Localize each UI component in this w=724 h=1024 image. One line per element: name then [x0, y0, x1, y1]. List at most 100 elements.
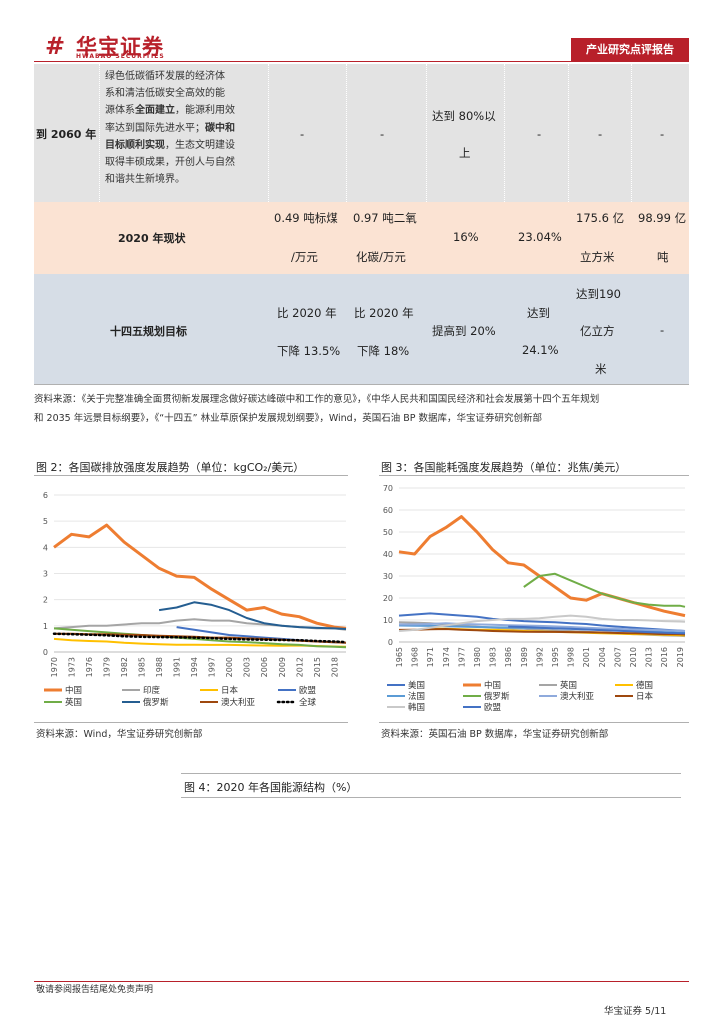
series-line-英国 [53, 627, 347, 649]
series-line-俄罗斯 [158, 601, 347, 630]
y-tick-label: 5 [43, 517, 48, 526]
logo-mark-icon: # [45, 32, 66, 60]
series-line-中国 [398, 515, 686, 618]
x-tick-label: 1974 [442, 647, 451, 667]
x-tick-label: 2003 [243, 657, 252, 677]
x-tick-label: 2001 [582, 647, 591, 667]
cell-14-c5c: 米 [595, 362, 607, 376]
legend-label: 澳大利亚 [221, 697, 256, 708]
series-line-中国 [53, 523, 347, 630]
series-line-日本 [398, 628, 686, 636]
cell-2020-c2b: 化碳/万元 [356, 250, 406, 264]
cell-14-c1a: 比 2020 年 [277, 306, 337, 320]
x-tick-label: 1998 [567, 647, 576, 667]
fig3-chart: 0 10 20 30 40 50 60 70 1965 1968 1971 1974 1977 1980 1… [383, 484, 686, 713]
row-label-2020: 2020 年现状 [118, 232, 186, 245]
cell-2020-c3: 16% [453, 230, 479, 244]
legend-label: 德国 [636, 680, 653, 691]
fig3-source: 资料来源：英国石油 BP 数据库，华宝证券研究创新部 [381, 729, 609, 740]
cell-2020-c5b: 立方米 [580, 250, 615, 264]
x-tick-label: 1976 [85, 657, 94, 677]
x-tick-label: 2012 [295, 657, 304, 677]
cell-14-c1b: 下降 13.5% [277, 344, 341, 358]
legend-label: 韩国 [408, 702, 425, 713]
legend-label: 英国 [65, 697, 82, 708]
x-tick-label: 1997 [208, 657, 217, 677]
y-tick-label: 60 [383, 506, 393, 515]
x-tick-label: 1980 [473, 647, 482, 667]
page-number: 华宝证券 5/11 [604, 1006, 667, 1017]
report-type-tag: 产业研究点评报告 [571, 38, 689, 62]
legend-label: 法国 [408, 691, 425, 702]
cell-14-c2b: 下降 18% [357, 344, 410, 358]
fig4-title: 图 4：2020 年各国能源结构（%） [184, 781, 358, 794]
source-note-line1: 资料来源：《关于完整准确全面贯彻新发展理念做好碳达峰碳中和工作的意见》，《中华人… [34, 394, 600, 405]
y-tick-label: 50 [383, 528, 393, 537]
y-tick-label: 70 [383, 484, 393, 493]
x-tick-label: 2009 [278, 657, 287, 677]
cell-14-c4a: 达到 [527, 306, 550, 320]
series-line-澳大利亚 [399, 622, 686, 632]
legend-label: 中国 [65, 685, 82, 696]
cell-14-c6: - [660, 323, 665, 337]
header-divider [34, 61, 689, 62]
cell-2020-c6a: 98.99 亿 [638, 211, 687, 225]
cell-2020-c2a: 0.97 吨二氧 [353, 211, 417, 225]
x-tick-label: 2013 [645, 647, 654, 667]
x-tick-label: 2007 [613, 647, 622, 667]
cell-14-c4b: 24.1% [522, 343, 559, 357]
y-tick-label: 1 [43, 622, 48, 631]
series-line-俄罗斯 [523, 572, 686, 608]
x-tick-label: 1995 [551, 647, 560, 667]
legend-label: 印度 [143, 685, 161, 696]
x-tick-label: 2000 [225, 657, 234, 677]
x-tick-label: 1968 [411, 647, 420, 667]
x-tick-label: 1988 [155, 657, 164, 677]
table-row [34, 202, 689, 274]
cell-2060-c4: - [537, 127, 542, 141]
y-tick-label: 10 [383, 616, 393, 625]
x-tick-label: 1979 [103, 657, 112, 677]
source-note-line2: 和 2035 年远景目标纲要》，《“十四五” 林业草原保护发展规划纲要》，Win… [34, 413, 542, 424]
cell-2060-c5: - [598, 127, 603, 141]
x-tick-label: 2019 [676, 647, 685, 667]
cell-2060-c6: - [660, 127, 665, 141]
legend-label: 全球 [299, 697, 317, 708]
x-tick-label: 1977 [457, 647, 466, 667]
table-bottom-rule [34, 384, 689, 385]
fig2-chart: 0 1 2 3 4 5 6 1970 1973 1976 1979 1982 1985 1988 1991 1… [43, 491, 348, 708]
legend-label: 俄罗斯 [143, 697, 169, 708]
y-tick-label: 30 [383, 572, 393, 581]
y-tick-label: 3 [43, 570, 48, 579]
fig2-source: 资料来源：Wind，华宝证券研究创新部 [36, 729, 203, 740]
cell-2020-c1b: /万元 [291, 250, 318, 264]
x-tick-label: 1992 [535, 647, 544, 667]
cell-14-c5a: 达到190 [576, 287, 621, 301]
x-tick-label: 1971 [426, 647, 435, 667]
legend-label: 英国 [560, 680, 577, 691]
y-tick-label: 6 [43, 491, 48, 500]
x-tick-label: 1991 [173, 657, 182, 677]
table-row [34, 64, 689, 202]
logo-text: 华宝证券 [76, 35, 164, 59]
logo-english: HWABAO SECURITIES [76, 53, 165, 60]
legend-label: 日本 [221, 685, 239, 696]
series-line-全球 [52, 632, 348, 644]
cell-14-c3: 提高到 20% [432, 324, 496, 338]
x-tick-label: 2016 [660, 647, 669, 667]
goal-2060-description: 绿色低碳循环发展的经济体 系和清洁低碳安全高效的能 源体系全面建立，能源利用效 … [105, 71, 235, 186]
page-header: # 华宝证券 HWABAO SECURITIES 产业研究点评报告 [0, 0, 724, 64]
legend-label: 日本 [636, 691, 654, 702]
legend-label: 俄罗斯 [484, 691, 510, 702]
x-tick-label: 2006 [260, 657, 269, 677]
row-label-14th-plan: 十四五规划目标 [110, 325, 187, 338]
y-tick-label: 0 [388, 638, 393, 647]
x-tick-label: 1982 [120, 657, 129, 677]
fig2-title: 图 2：各国碳排放强度发展趋势（单位：kgCO₂/美元） [36, 461, 305, 474]
x-tick-label: 1983 [489, 647, 498, 667]
cell-2020-c6b: 吨 [657, 250, 669, 264]
legend-label: 中国 [484, 680, 501, 691]
row-label-2060: 到 2060 年 [36, 128, 97, 141]
x-tick-label: 1986 [504, 647, 513, 667]
disclaimer-note: 敬请参阅报告结尾处免责声明 [36, 985, 154, 995]
